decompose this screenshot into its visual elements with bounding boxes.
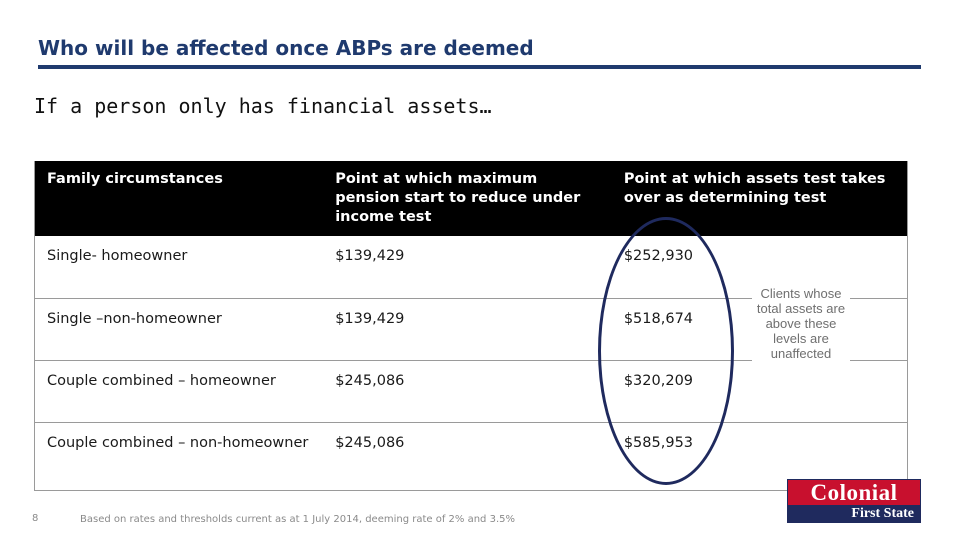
- slide-subtitle: If a person only has financial assets…: [34, 94, 492, 118]
- table-row: Couple combined – non-homeowner $245,086…: [34, 422, 908, 491]
- table-row: Couple combined – homeowner $245,086 $32…: [34, 360, 908, 423]
- logo-wordmark-bottom: First State: [788, 505, 920, 522]
- income-test-cell: $139,429: [323, 298, 612, 361]
- title-underline: [38, 65, 921, 69]
- highlight-oval: [598, 217, 734, 485]
- slide-title: Who will be affected once ABPs are deeme…: [38, 36, 534, 60]
- family-circumstance-cell: Couple combined – homeowner: [34, 360, 324, 423]
- income-test-cell: $139,429: [323, 236, 612, 299]
- family-circumstance-cell: Single –non-homeowner: [34, 298, 324, 361]
- header-family-circumstances: Family circumstances: [34, 161, 324, 236]
- header-assets-test-point: Point at which assets test takes over as…: [611, 161, 908, 236]
- table-header-row: Family circumstances Point at which maxi…: [34, 161, 908, 236]
- income-test-cell: $245,086: [323, 422, 612, 491]
- footnote: Based on rates and thresholds current as…: [80, 514, 515, 525]
- logo-wordmark-top: Colonial: [788, 480, 920, 505]
- header-income-test-point: Point at which maximum pension start to …: [323, 161, 612, 236]
- family-circumstance-cell: Single- homeowner: [34, 236, 324, 299]
- family-circumstance-cell: Couple combined – non-homeowner: [34, 422, 324, 491]
- colonial-first-state-logo: Colonial First State: [787, 479, 921, 523]
- income-test-cell: $245,086: [323, 360, 612, 423]
- unaffected-callout: Clients whose total assets are above the…: [752, 286, 850, 361]
- page-number: 8: [32, 513, 39, 524]
